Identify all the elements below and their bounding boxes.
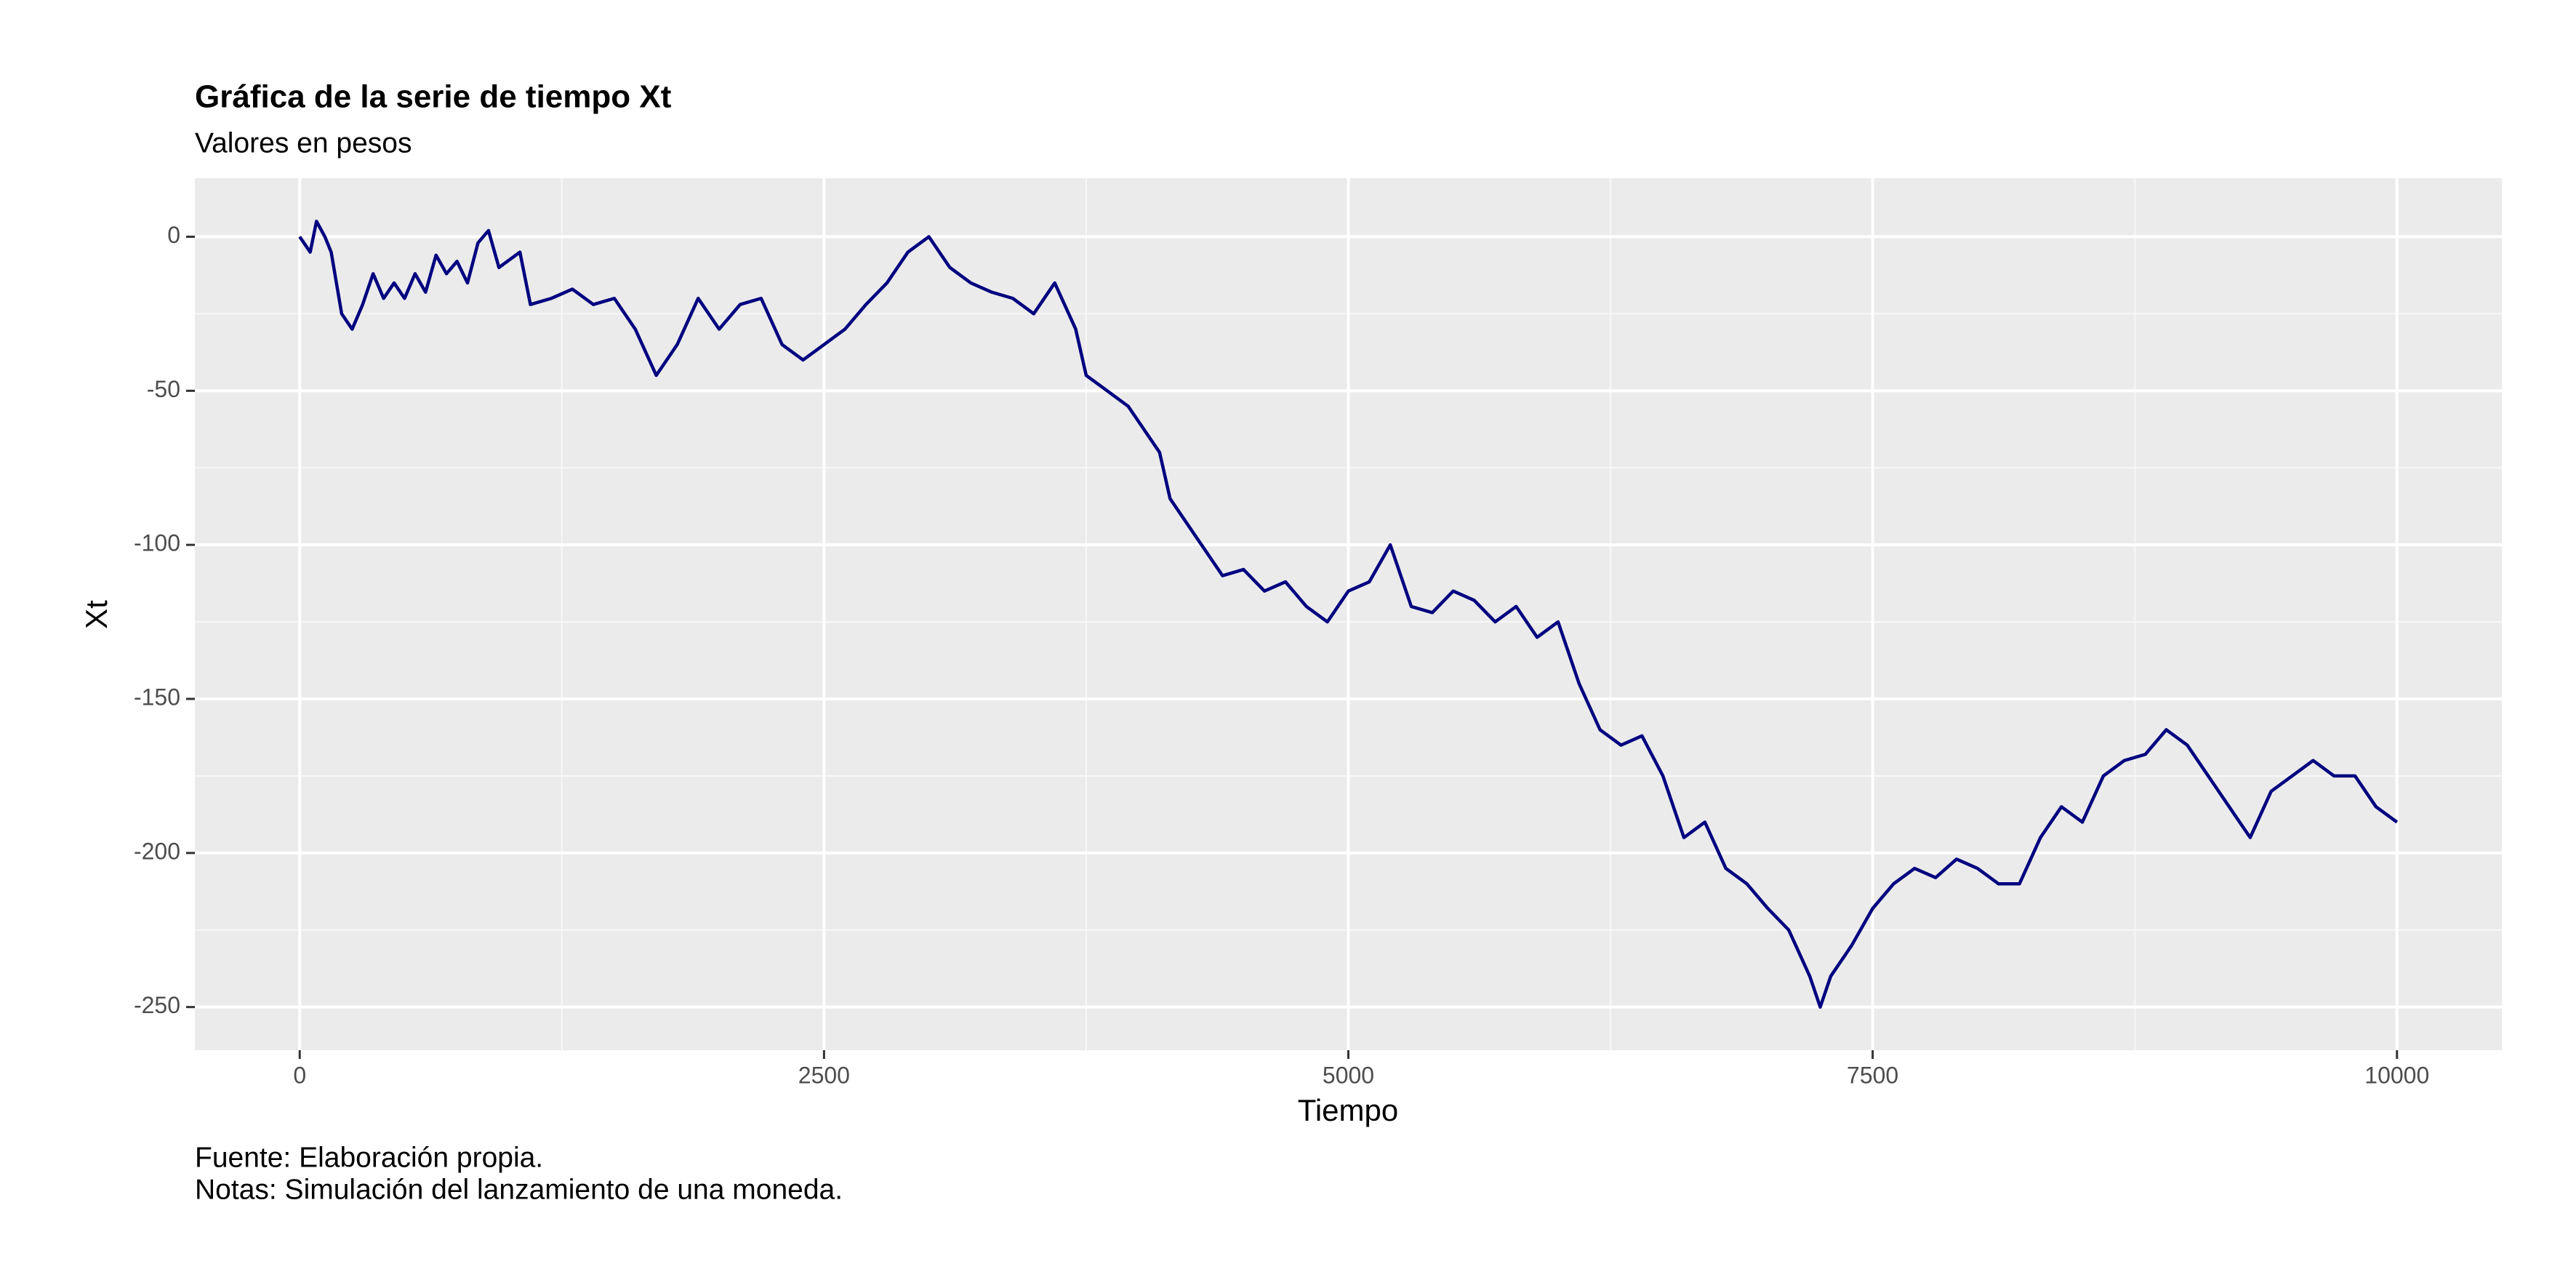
series-line — [298, 220, 2399, 1009]
caption: Fuente: Elaboración propia. — [195, 1142, 543, 1173]
x-tick-label: 7500 — [1847, 1062, 1898, 1088]
x-axis-title: Tiempo — [1298, 1093, 1399, 1127]
x-tick-label: 10000 — [2364, 1062, 2429, 1088]
chart-subtitle: Valores en pesos — [195, 127, 412, 159]
x-tick-label: 5000 — [1323, 1062, 1374, 1088]
y-tick-label: 0 — [167, 222, 180, 248]
y-axis-title: Xt — [79, 600, 113, 629]
y-tick-label: -150 — [134, 684, 180, 710]
y-tick-label: -100 — [134, 530, 180, 556]
y-tick-label: -250 — [134, 992, 180, 1018]
chart-title: Gráfica de la serie de tiempo Xt — [195, 79, 672, 115]
caption: Notas: Simulación del lanzamiento de una… — [195, 1174, 843, 1205]
y-tick-label: -50 — [147, 376, 180, 402]
x-tick-label: 2500 — [798, 1062, 850, 1088]
x-tick-label: 0 — [293, 1062, 306, 1088]
y-tick-label: -200 — [134, 838, 180, 864]
